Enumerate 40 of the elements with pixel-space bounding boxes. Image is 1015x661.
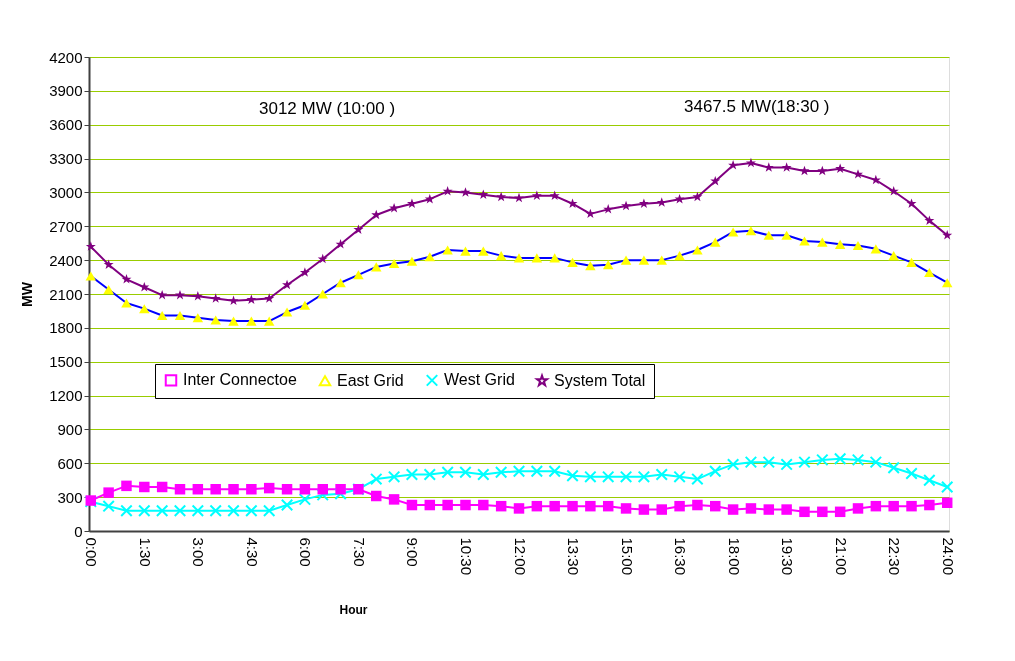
x-tick-label: 4:30 — [243, 537, 261, 567]
x-tick-label: 0:00 — [83, 537, 101, 567]
x-tick-label: 21:00 — [832, 537, 850, 576]
y-tick-label: 600 — [57, 454, 83, 472]
x-tick-label: 3:00 — [190, 537, 208, 567]
x-tick-label: 16:30 — [672, 537, 690, 576]
x-tick-label: 15:00 — [618, 537, 636, 576]
y-tick-label: 2100 — [49, 285, 83, 303]
y-tick-label: 1500 — [49, 353, 83, 371]
y-tick-label: 2400 — [49, 251, 83, 269]
y-tick-label: 4200 — [49, 48, 83, 66]
legend-label: East Grid — [337, 371, 404, 389]
x-tick-label: 24:00 — [939, 537, 957, 576]
legend-label: System Total — [554, 371, 646, 389]
x-tick-label: 18:00 — [725, 537, 743, 576]
y-tick-label: 2700 — [49, 217, 83, 235]
x-tick-label: 13:30 — [565, 537, 583, 576]
y-tick-label: 1200 — [49, 387, 83, 405]
y-tick-label: 0 — [74, 522, 83, 540]
x-tick-label: 10:30 — [457, 537, 475, 576]
x-tick-label: 22:30 — [886, 537, 904, 576]
y-axis-title: MW — [19, 281, 36, 307]
x-tick-label: 19:30 — [779, 537, 797, 576]
y-tick-label: 900 — [57, 420, 83, 438]
y-tick-label: 3600 — [49, 116, 83, 134]
x-axis-title: Hour — [339, 603, 368, 618]
annotation: 3012 MW (10:00 ) — [259, 99, 396, 118]
legend-label: West Grid — [444, 371, 515, 389]
x-tick-label: 6:00 — [297, 537, 315, 567]
annotation: 3467.5 MW(18:30 ) — [684, 97, 830, 116]
y-tick-label: 1800 — [49, 319, 83, 337]
y-tick-label: 300 — [57, 488, 83, 506]
x-tick-label: 1:30 — [136, 537, 154, 567]
y-tick-label: 3900 — [49, 82, 83, 100]
y-tick-label: 3300 — [49, 150, 83, 168]
x-tick-label: 12:00 — [511, 537, 529, 576]
y-tick-label: 3000 — [49, 183, 83, 201]
x-tick-label: 9:00 — [404, 537, 422, 567]
x-tick-label: 7:30 — [350, 537, 368, 567]
legend-label: Inter Connectoe — [183, 371, 297, 389]
